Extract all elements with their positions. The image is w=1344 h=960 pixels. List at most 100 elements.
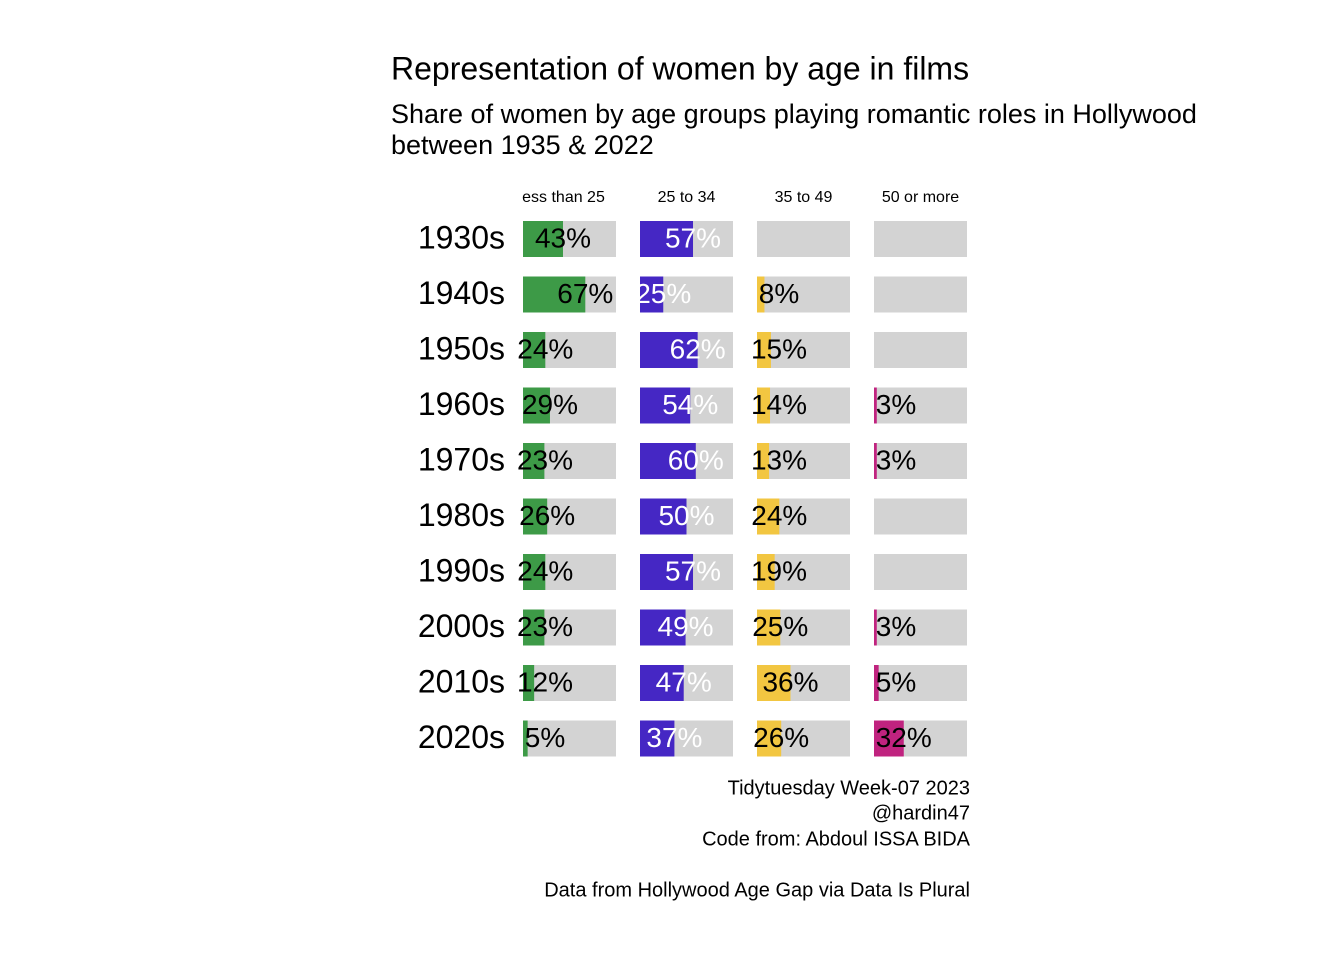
bar: [874, 387, 877, 424]
chart-title: Representation of women by age in films: [391, 50, 969, 86]
bar: [874, 609, 877, 646]
chart-subtitle: Share of women by age groups playing rom…: [391, 99, 1197, 129]
row-label: 1940s: [418, 275, 505, 311]
facet-label: 25 to 34: [658, 189, 716, 206]
value-label: 60%: [668, 444, 724, 475]
value-label: 24%: [751, 500, 807, 531]
bar: [640, 554, 694, 590]
cell-background: [874, 498, 967, 535]
bar: [757, 332, 771, 368]
value-label: 14%: [751, 389, 807, 420]
row-label: 1970s: [418, 441, 505, 477]
bar: [523, 443, 545, 479]
value-label: 24%: [517, 555, 573, 586]
cell-background: [757, 443, 850, 479]
value-label: 3%: [876, 389, 916, 420]
caption: Data from Hollywood Age Gap via Data Is …: [544, 879, 970, 901]
bar: [757, 443, 770, 479]
cell-background: [523, 720, 616, 757]
bar: [757, 720, 782, 757]
value-label: 12%: [517, 666, 573, 697]
bar: [757, 609, 781, 646]
bar: [523, 221, 563, 257]
bar: [640, 221, 694, 257]
value-label: 5%: [876, 666, 916, 697]
row-label: 1960s: [418, 386, 505, 422]
value-label: 26%: [519, 500, 575, 531]
bar: [874, 443, 877, 479]
cell-background: [523, 665, 616, 701]
bar: [523, 332, 546, 368]
row-label: 1930s: [418, 219, 505, 255]
row-label: 1950s: [418, 330, 505, 366]
row-label: 2010s: [418, 663, 505, 699]
bar: [523, 554, 546, 590]
bar: [640, 609, 686, 646]
caption: @hardin47: [872, 802, 970, 824]
value-label: 19%: [751, 555, 807, 586]
value-label: 8%: [759, 278, 799, 309]
cell-background: [874, 387, 967, 424]
bar: [640, 720, 675, 757]
cell-background: [874, 332, 967, 368]
value-label: 36%: [762, 666, 818, 697]
value-label: 62%: [670, 333, 726, 364]
bar: [523, 387, 550, 424]
bar: [640, 665, 684, 701]
value-label: 54%: [662, 389, 718, 420]
bar: [523, 498, 548, 535]
bar: [640, 276, 664, 313]
cell-background: [757, 387, 850, 424]
cell-background: [757, 332, 850, 368]
value-label: 29%: [522, 389, 578, 420]
caption: Tidytuesday Week-07 2023: [728, 777, 970, 799]
bar: [757, 387, 771, 424]
value-label: 43%: [535, 222, 591, 253]
value-label: 67%: [557, 278, 613, 309]
bar: [640, 332, 698, 368]
value-label: 13%: [751, 444, 807, 475]
bar: [640, 443, 696, 479]
value-label: 57%: [665, 555, 721, 586]
bar: [757, 665, 791, 701]
value-label: 24%: [517, 333, 573, 364]
cell-background: [874, 609, 967, 646]
value-label: 49%: [658, 611, 714, 642]
bar: [523, 276, 586, 313]
value-label: 23%: [517, 611, 573, 642]
value-label: 37%: [646, 722, 702, 753]
cell-background: [874, 443, 967, 479]
bar: [523, 665, 535, 701]
value-label: 57%: [665, 222, 721, 253]
value-label: 47%: [656, 666, 712, 697]
value-label: 50%: [658, 500, 714, 531]
row-label: 2020s: [418, 719, 505, 755]
value-label: 25%: [752, 611, 808, 642]
value-label: 3%: [876, 611, 916, 642]
value-label: 3%: [876, 444, 916, 475]
cell-background: [757, 276, 850, 313]
bar: [874, 665, 879, 701]
value-label: 23%: [517, 444, 573, 475]
cell-background: [874, 665, 967, 701]
facet-label: 35 to 49: [775, 189, 833, 206]
facet-label: ess than 25: [522, 189, 605, 206]
chart-subtitle: between 1935 & 2022: [391, 130, 654, 160]
row-label: 1980s: [418, 497, 505, 533]
cell-background: [874, 554, 967, 590]
value-label: 15%: [751, 333, 807, 364]
bar: [640, 387, 691, 424]
bar: [757, 276, 765, 313]
bar: [523, 609, 545, 646]
value-label: 25%: [635, 278, 691, 309]
bar: [757, 554, 775, 590]
value-label: 5%: [525, 722, 565, 753]
cell-background: [874, 276, 967, 313]
value-label: 26%: [753, 722, 809, 753]
value-label: 32%: [876, 722, 932, 753]
row-label: 1990s: [418, 552, 505, 588]
facet-label: 50 or more: [882, 189, 959, 206]
bar: [640, 498, 687, 535]
